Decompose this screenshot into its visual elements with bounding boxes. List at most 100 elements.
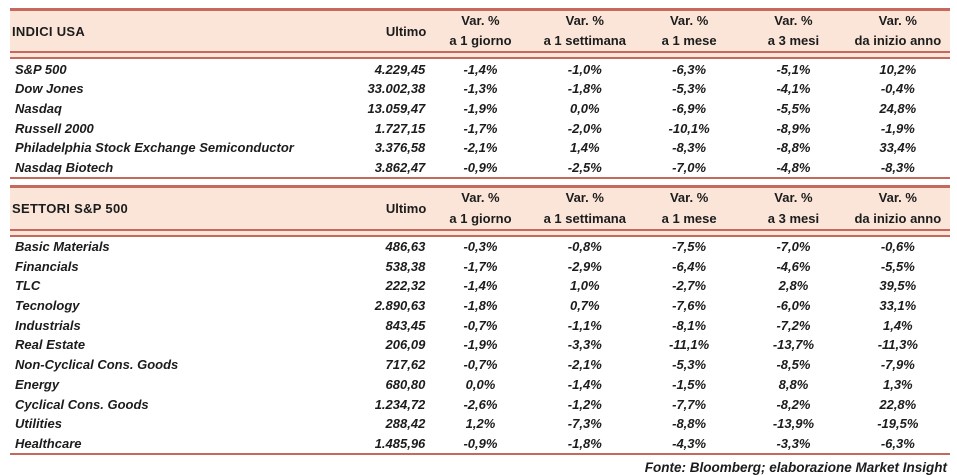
row-var-pct: 22,8% xyxy=(879,396,917,412)
header-band-divider-cell xyxy=(10,229,950,237)
row-last-value: 4.229,45 xyxy=(374,61,426,77)
header-band: INDICI USA Ultimo Var. % a 1 giorno Var. % a … xyxy=(10,8,950,54)
row-var-pct: -13,7% xyxy=(772,337,815,353)
var-header-line2: a 3 mesi xyxy=(767,210,820,226)
row-var-pct: -1,5% xyxy=(672,376,707,392)
table-title: SETTORI S&P 500 xyxy=(10,185,349,231)
row-var-pct: 1,4% xyxy=(882,317,913,333)
row-name: Russell 2000 xyxy=(15,120,94,136)
row-name: Philadelphia Stock Exchange Semiconducto… xyxy=(15,140,294,156)
table-row: Basic Materials 486,63 -0,3% -0,8% -7,5% -7,0… xyxy=(10,236,950,257)
row-last-value: 486,63 xyxy=(385,239,426,255)
row-var-pct: -10,1% xyxy=(668,120,710,136)
row-last-value: 3.862,47 xyxy=(374,160,426,176)
row-var-pct: -11,1% xyxy=(669,337,710,353)
row-var-pct: -8,3% xyxy=(672,140,707,156)
row-var-pct: -2,6% xyxy=(463,396,498,412)
row-var-pct: -1,8% xyxy=(567,435,602,451)
var-header-line1: Var. % xyxy=(669,190,709,206)
row-var-pct: 2,8% xyxy=(778,278,809,294)
row-name: Energy xyxy=(15,376,60,392)
row-last-value: 288,42 xyxy=(385,416,426,432)
var-header-line2: a 1 settimana xyxy=(543,210,626,226)
row-var-pct: -0,4% xyxy=(880,81,915,97)
row-var-pct: -0,7% xyxy=(463,317,498,333)
row-var-pct: -0,7% xyxy=(463,357,498,373)
row-var-pct: -7,0% xyxy=(672,160,707,176)
row-var-pct: -11,3% xyxy=(877,337,918,353)
row-name: Non-Cyclical Cons. Goods xyxy=(15,357,179,373)
row-var-pct: -7,9% xyxy=(880,357,915,373)
column-header-var: Var. % a 1 mese xyxy=(636,8,742,54)
row-var-pct: -4,3% xyxy=(672,435,707,451)
table-row: Industrials 843,45 -0,7% -1,1% -8,1% -7,2% 1,4… xyxy=(10,315,950,335)
row-var-pct: 1,0% xyxy=(569,278,600,294)
row-var-pct: 0,0% xyxy=(569,101,600,116)
row-var-pct: -1,9% xyxy=(880,120,915,136)
row-var-pct: 1,2% xyxy=(465,416,496,432)
row-var-pct: -0,9% xyxy=(463,160,498,176)
table-row: Russell 2000 1.727,15 -1,7% -2,0% -10,1% -8,9… xyxy=(10,118,950,138)
row-last-value: 13.059,47 xyxy=(367,101,426,116)
row-var-pct: -0,3% xyxy=(463,239,498,255)
row-last-value: 33.002,38 xyxy=(367,81,426,97)
row-var-pct: -7,3% xyxy=(567,416,602,432)
row-var-pct: -0,9% xyxy=(463,435,498,451)
row-var-pct: -5,1% xyxy=(776,61,811,77)
row-last-value: 206,09 xyxy=(385,337,426,353)
row-var-pct: -6,9% xyxy=(672,101,707,116)
row-last-value: 843,45 xyxy=(385,317,426,333)
row-var-pct: -8,3% xyxy=(880,160,915,176)
row-var-pct: -1,1% xyxy=(567,317,602,333)
table-row: Cyclical Cons. Goods 1.234,72 -2,6% -1,2% -7… xyxy=(10,394,950,414)
row-name: Cyclical Cons. Goods xyxy=(15,396,149,412)
row-var-pct: 39,5% xyxy=(879,278,917,294)
table-row: Financials 538,38 -1,7% -2,9% -6,4% -4,6% -5,5… xyxy=(10,256,950,276)
row-last-value: 717,62 xyxy=(385,357,426,373)
row-var-pct: -2,9% xyxy=(567,258,602,274)
row-var-pct: -5,5% xyxy=(776,101,811,116)
row-var-pct: -1,4% xyxy=(463,61,498,77)
row-var-pct: -1,8% xyxy=(463,298,498,314)
column-header-var: Var. % a 1 settimana xyxy=(532,185,637,231)
row-var-pct: -2,1% xyxy=(463,140,498,156)
row-var-pct: -8,8% xyxy=(672,416,707,432)
row-name: Financials xyxy=(15,258,79,274)
row-var-pct: -6,0% xyxy=(776,298,811,314)
column-header-var: Var. % a 1 giorno xyxy=(428,185,533,231)
row-name: Nasdaq Biotech xyxy=(15,160,114,176)
row-var-pct: -4,6% xyxy=(776,258,811,274)
row-last-value: 1.234,72 xyxy=(374,396,426,412)
column-header-var: Var. % a 3 mesi xyxy=(741,8,846,54)
column-header-ultimo: Ultimo xyxy=(348,8,429,54)
row-var-pct: -19,5% xyxy=(877,416,919,432)
column-header-var: Var. % a 1 settimana xyxy=(532,8,637,54)
row-var-pct: -4,8% xyxy=(776,160,811,176)
row-var-pct: 0,0% xyxy=(465,376,496,392)
row-var-pct: -1,9% xyxy=(463,337,498,353)
row-var-pct: -5,5% xyxy=(880,258,915,274)
var-header-line2: a 1 mese xyxy=(661,33,717,49)
row-var-pct: 0,7% xyxy=(569,298,600,314)
row-var-pct: -0,8% xyxy=(567,239,602,255)
table-row: Nasdaq 13.059,47 -1,9% 0,0% -6,9% -5,5% 24,8% xyxy=(10,99,950,119)
row-var-pct: -7,6% xyxy=(672,298,707,314)
row-name: Healthcare xyxy=(15,435,82,451)
indici-usa-table: INDICI USA Ultimo Var. % a 1 giorno Var. % a … xyxy=(10,8,950,179)
table-row: Energy 680,80 0,0% -1,4% -1,5% 8,8% 1,3% xyxy=(10,375,950,395)
row-var-pct: -8,2% xyxy=(776,396,811,412)
row-var-pct: -7,5% xyxy=(672,239,707,255)
row-var-pct: -2,0% xyxy=(567,120,602,136)
header-band-divider-cell xyxy=(10,52,950,60)
row-var-pct: -8,9% xyxy=(776,120,811,136)
header-band: SETTORI S&P 500 Ultimo Var. % a 1 giorno Var… xyxy=(10,185,950,231)
row-var-pct: -1,8% xyxy=(567,81,602,97)
row-last-value: 222,32 xyxy=(385,278,426,294)
row-var-pct: -7,7% xyxy=(672,396,707,412)
row-var-pct: -5,3% xyxy=(672,81,707,97)
row-var-pct: -8,8% xyxy=(776,140,811,156)
row-var-pct: -1,4% xyxy=(567,376,602,392)
row-last-value: 680,80 xyxy=(385,376,426,392)
row-var-pct: -3,3% xyxy=(567,337,602,353)
table-row: TLC 222,32 -1,4% 1,0% -2,7% 2,8% 39,5% xyxy=(10,276,950,296)
